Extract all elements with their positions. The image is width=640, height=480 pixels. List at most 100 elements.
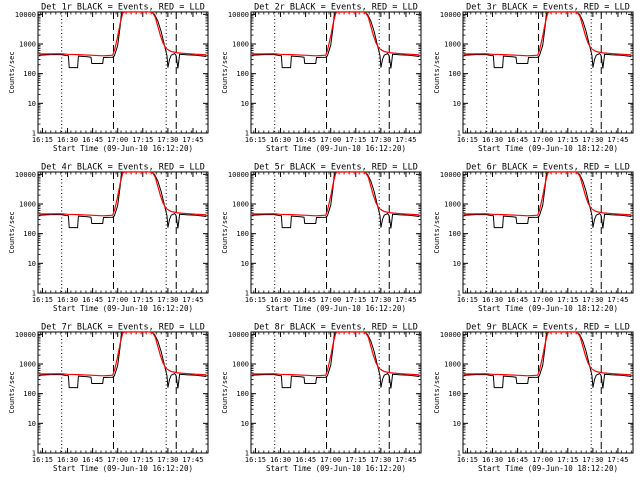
y-tick-label: 1000 (444, 361, 461, 369)
x-tick-label: 17:00 (320, 136, 341, 144)
y-tick-label: 1 (245, 450, 249, 458)
plot-frame (250, 331, 422, 454)
plot-area (252, 332, 420, 453)
y-tick-label: 10 (241, 260, 249, 268)
y-axis-label: Counts/sec (8, 211, 16, 253)
y-tick-label: 1 (245, 290, 249, 298)
plot-frame (37, 331, 209, 454)
plot-frame (250, 171, 422, 294)
series-lld-line (39, 172, 207, 217)
y-tick-label: 100 (448, 230, 461, 238)
plot-area (252, 172, 420, 293)
y-tick-label: 1000 (19, 201, 36, 209)
panel-title: Det 8r BLACK = Events, RED = LLD (254, 323, 418, 333)
panel-5: Det 5r BLACK = Events, RED = LLD 1 10 100 10… (221, 163, 422, 313)
y-tick-label: 10000 (228, 11, 249, 19)
y-tick-label: 100 (23, 70, 36, 78)
x-tick-label: 17:45 (182, 456, 203, 464)
x-tick-label: 17:00 (532, 456, 553, 464)
x-tick-label: 16:45 (82, 296, 103, 304)
y-tick-label: 100 (23, 230, 36, 238)
plot-frame (250, 11, 422, 134)
panel-title: Det 6r BLACK = Events, RED = LLD (466, 163, 630, 173)
panel-4: Det 4r BLACK = Events, RED = LLD 1 10 100 10… (8, 163, 209, 313)
x-tick-label: 17:00 (107, 456, 128, 464)
x-tick-label: 16:15 (457, 136, 478, 144)
panel-2: Det 2r BLACK = Events, RED = LLD 1 10 100 10… (221, 3, 422, 153)
y-tick-label: 1 (32, 450, 36, 458)
x-tick-label: 17:30 (582, 136, 603, 144)
x-tick-label: 16:30 (482, 136, 503, 144)
x-tick-label: 16:30 (57, 456, 78, 464)
x-tick-label: 17:15 (557, 136, 578, 144)
panel-title: Det 9r BLACK = Events, RED = LLD (466, 323, 630, 333)
plot-area (464, 332, 632, 453)
y-tick-label: 10 (28, 420, 36, 428)
y-tick-label: 1000 (232, 41, 249, 49)
x-tick-label: 17:45 (607, 296, 628, 304)
plot-area (39, 172, 207, 293)
y-tick-label: 100 (448, 390, 461, 398)
x-tick-label: 17:45 (395, 456, 416, 464)
y-tick-label: 10 (453, 260, 461, 268)
series-lld-line (464, 12, 632, 57)
panel-title: Det 3r BLACK = Events, RED = LLD (466, 3, 630, 13)
y-axis-label: Counts/sec (221, 371, 229, 413)
series-lld-line (252, 172, 420, 217)
x-tick-label: 17:00 (532, 296, 553, 304)
y-axis-label: Counts/sec (433, 51, 441, 93)
x-tick-label: 16:30 (270, 136, 291, 144)
series-lld-line (39, 12, 207, 57)
y-axis-label: Counts/sec (433, 371, 441, 413)
x-tick-label: 16:15 (457, 456, 478, 464)
x-tick-label: 17:00 (532, 136, 553, 144)
x-axis-label: Start Time (09-Jun-10 18:12:20) (478, 144, 618, 153)
y-tick-label: 10000 (15, 171, 36, 179)
x-axis-label: Start Time (09-Jun-10 16:12:20) (266, 144, 406, 153)
plot-frame (37, 171, 209, 294)
y-tick-label: 100 (236, 390, 249, 398)
y-tick-label: 100 (23, 390, 36, 398)
y-tick-label: 10 (453, 100, 461, 108)
x-axis-label: Start Time (09-Jun-10 16:12:20) (53, 144, 193, 153)
y-tick-label: 1000 (444, 201, 461, 209)
plot-area (464, 12, 632, 133)
x-tick-label: 17:30 (157, 296, 178, 304)
x-tick-label: 17:30 (370, 296, 391, 304)
y-tick-label: 100 (236, 70, 249, 78)
x-tick-label: 17:30 (370, 456, 391, 464)
x-axis-label: Start Time (09-Jun-10 16:12:20) (53, 304, 193, 313)
series-events-line (252, 332, 420, 389)
y-tick-label: 1000 (444, 41, 461, 49)
x-tick-label: 16:30 (482, 296, 503, 304)
x-tick-label: 16:15 (32, 296, 53, 304)
series-lld-line (464, 172, 632, 217)
y-tick-label: 1000 (19, 361, 36, 369)
series-lld-line (252, 332, 420, 377)
panel-8: Det 8r BLACK = Events, RED = LLD 1 10 100 10… (221, 323, 422, 473)
x-tick-label: 17:00 (107, 296, 128, 304)
x-axis-label: Start Time (09-Jun-10 18:12:20) (478, 464, 618, 473)
y-tick-label: 10 (241, 100, 249, 108)
series-events-line (464, 332, 632, 389)
x-tick-label: 16:15 (245, 296, 266, 304)
y-tick-label: 1 (32, 130, 36, 138)
x-tick-label: 17:30 (582, 296, 603, 304)
y-axis-label: Counts/sec (433, 211, 441, 253)
x-tick-label: 16:30 (482, 456, 503, 464)
y-tick-label: 10000 (440, 11, 461, 19)
x-tick-label: 16:30 (57, 136, 78, 144)
x-tick-label: 17:45 (607, 136, 628, 144)
panel-title: Det 4r BLACK = Events, RED = LLD (41, 163, 205, 173)
x-tick-label: 16:45 (507, 296, 528, 304)
y-tick-label: 1000 (19, 41, 36, 49)
y-tick-label: 100 (236, 230, 249, 238)
panel-7: Det 7r BLACK = Events, RED = LLD 1 10 100 10… (8, 323, 209, 473)
x-tick-label: 16:15 (245, 136, 266, 144)
x-tick-label: 16:45 (82, 456, 103, 464)
y-tick-label: 10 (28, 100, 36, 108)
y-tick-label: 10000 (228, 331, 249, 339)
x-tick-label: 17:45 (395, 136, 416, 144)
panel-6: Det 6r BLACK = Events, RED = LLD 1 10 100 10… (433, 163, 634, 313)
x-tick-label: 17:45 (395, 296, 416, 304)
